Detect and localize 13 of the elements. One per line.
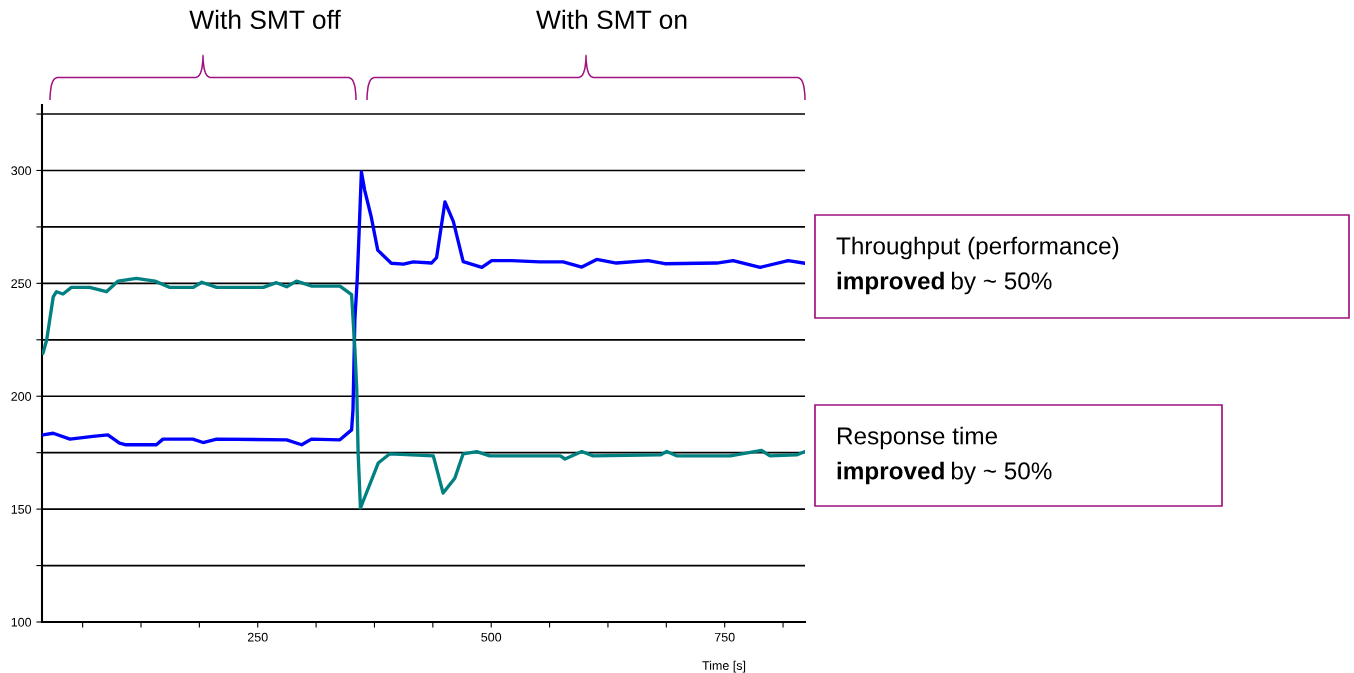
x-tick-label: 500	[481, 632, 502, 642]
x-tick-label: 250	[247, 632, 268, 642]
x-axis-title: Time [s]	[702, 660, 746, 673]
y-tick-label: 200	[11, 392, 32, 401]
y-tick-label: 300	[11, 166, 32, 176]
y-tick-label: 150	[11, 504, 32, 514]
text: With SMT on	[536, 9, 687, 30]
x-tick-label: 750	[714, 632, 735, 642]
y-tick-label: 100	[11, 617, 32, 627]
text: Response time improved by ~ 50%	[837, 426, 1052, 485]
y-tick-label: 250	[11, 279, 32, 289]
text: With SMT off	[189, 9, 341, 30]
text: Throughput (performance) improved by ~ 50%	[836, 236, 1119, 295]
